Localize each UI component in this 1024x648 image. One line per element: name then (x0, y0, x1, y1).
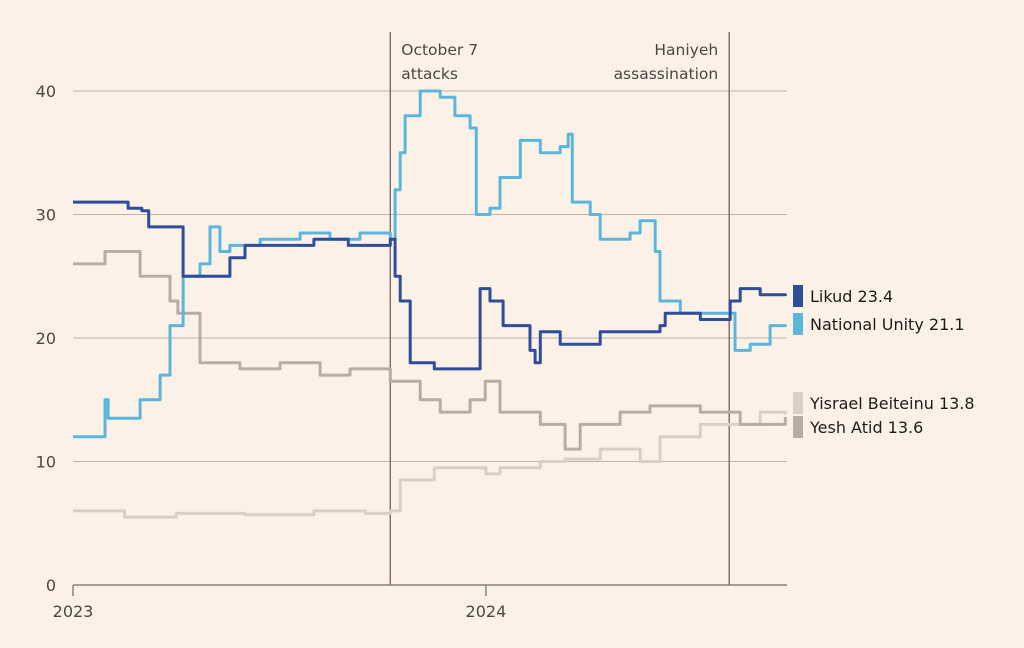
y-tick-label: 30 (36, 206, 56, 225)
event-annotation: assassination (614, 65, 719, 83)
series-line-yesh-atid (73, 250, 787, 451)
series-line-likud (73, 200, 787, 371)
event-annotation: Haniyeh (654, 41, 718, 59)
legend-swatch (793, 392, 803, 414)
legend: Yisrael Beiteinu 13.8 Yesh Atid 13.6 Natio… (793, 285, 975, 438)
series-line-yisrael-beiteinu (73, 410, 787, 519)
y-axis-ticks: 0 10 20 30 40 (36, 82, 56, 595)
legend-label: Likud 23.4 (810, 287, 893, 306)
y-tick-label: 20 (36, 329, 56, 348)
y-tick-label: 40 (36, 82, 56, 101)
event-annotation: attacks (401, 65, 458, 83)
x-tick-label: 2024 (466, 602, 507, 621)
legend-label: Yesh Atid 13.6 (809, 418, 923, 437)
y-tick-label: 10 (36, 453, 56, 472)
series-line-national-unity (73, 89, 787, 439)
series-lines (73, 89, 787, 519)
x-axis: 2023 2024 (53, 584, 787, 621)
legend-swatch (793, 285, 803, 307)
event-lines: October 7 attacks Haniyeh assassination (389, 32, 730, 585)
legend-swatch (793, 416, 803, 438)
legend-label: National Unity 21.1 (810, 315, 965, 334)
y-tick-label: 0 (46, 576, 56, 595)
legend-swatch (793, 313, 803, 335)
x-tick-label: 2023 (53, 602, 94, 621)
event-annotation: October 7 (401, 41, 478, 59)
legend-label: Yisrael Beiteinu 13.8 (809, 394, 975, 413)
